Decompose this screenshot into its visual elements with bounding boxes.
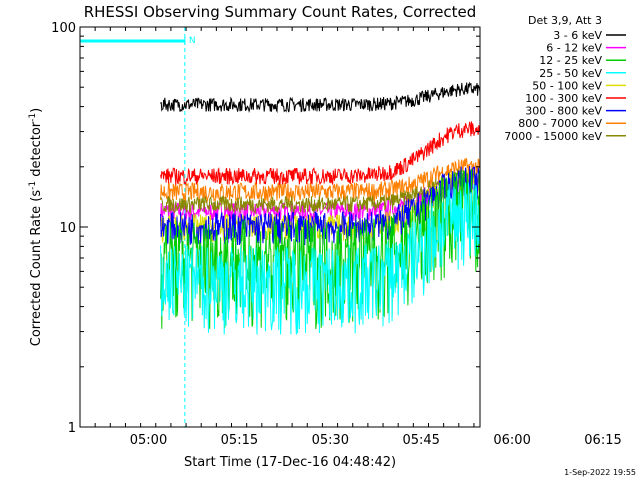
chart-title: RHESSI Observing Summary Count Rates, Co… <box>84 3 477 21</box>
y-tick-label: 10 <box>59 221 76 236</box>
x-tick-label: 05:00 <box>130 433 167 448</box>
legend-label: 6 - 12 keV <box>546 42 602 55</box>
series-line <box>160 157 480 204</box>
legend-label: 100 - 300 keV <box>525 92 602 105</box>
y-tick-label: 100 <box>51 21 76 36</box>
plot-area: N <box>80 27 480 427</box>
plot-content: N <box>80 27 480 427</box>
series-line <box>160 168 480 330</box>
y-axis-label: Corrected Count Rate (s-1 detector-1) <box>28 108 44 346</box>
series-line <box>160 121 480 186</box>
legend-label: 7000 - 15000 keV <box>504 130 602 143</box>
axes: 1 10 100 05:00 05:15 05:30 05:45 06:00 06:15 <box>51 21 622 448</box>
x-tick-label: 05:15 <box>221 433 258 448</box>
legend-label: 25 - 50 keV <box>539 67 602 80</box>
legend-label: 300 - 800 keV <box>525 105 602 118</box>
legend-label: 3 - 6 keV <box>553 29 602 42</box>
series-line <box>160 182 480 335</box>
series-line <box>160 81 480 114</box>
x-tick-label: 05:45 <box>402 433 439 448</box>
flag-label: N <box>189 36 196 46</box>
footer-date: 1-Sep-2022 19:55 <box>564 468 636 477</box>
x-axis-label: Start Time (17-Dec-16 04:48:42) <box>184 455 396 470</box>
series-line <box>160 168 480 215</box>
x-tick-label: 06:15 <box>584 433 621 448</box>
x-tick-label: 05:30 <box>312 433 349 448</box>
x-tick-label: 06:00 <box>493 433 530 448</box>
legend-label: 12 - 25 keV <box>539 54 602 67</box>
legend-label: 50 - 100 keV <box>532 79 602 92</box>
legend-label: 800 - 7000 keV <box>518 117 602 130</box>
y-tick-label: 1 <box>68 421 76 436</box>
legend-title: Det 3,9, Att 3 <box>528 14 602 27</box>
